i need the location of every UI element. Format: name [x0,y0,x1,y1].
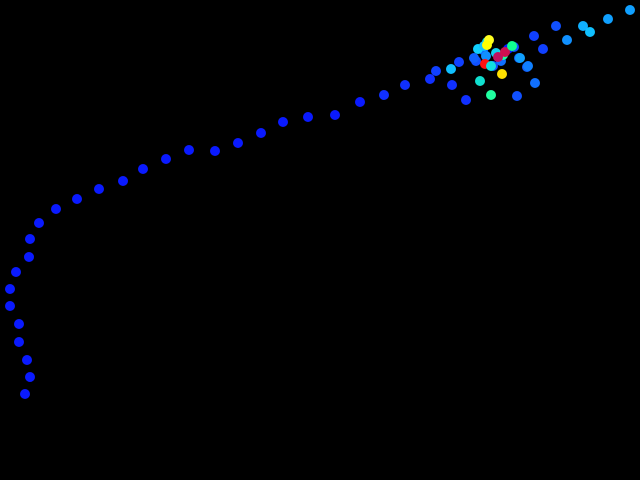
trail-dot [603,14,613,24]
trail-dot [500,47,510,57]
trail-dot [303,112,313,122]
trail-dot [493,52,503,62]
trail-dot [481,51,491,61]
trail-dot [210,146,220,156]
trail-dot [446,64,456,74]
trail-dot [530,78,540,88]
trail-dot [51,204,61,214]
trail-dot [25,372,35,382]
trail-dot [529,31,539,41]
trail-dot [161,154,171,164]
trail-dot [461,95,471,105]
trail-dot [515,53,525,63]
trail-dot [11,267,21,277]
trail-dot [72,194,82,204]
trail-dot [22,355,32,365]
trail-dot [278,117,288,127]
trail-dot [94,184,104,194]
trail-dot [486,90,496,100]
trail-dot [379,90,389,100]
trail-dot [14,337,24,347]
trail-dot [34,218,44,228]
trail-dot [400,80,410,90]
trail-dot [497,69,507,79]
trail-dot [625,5,635,15]
trail-dot [431,66,441,76]
trail-dot [256,128,266,138]
trail-dot [118,176,128,186]
trail-dot [486,61,496,71]
trail-dot [562,35,572,45]
trail-dot [507,41,517,51]
trail-dot [425,74,435,84]
trail-dot [5,284,15,294]
trail-dot [469,53,479,63]
trail-dot [475,76,485,86]
trail-dot [14,319,24,329]
trail-dot [184,145,194,155]
trail-dot [578,21,588,31]
trail-dot [538,44,548,54]
trail-dot [551,21,561,31]
trail-dot [20,389,30,399]
trail-dot [233,138,243,148]
trail-dot [447,80,457,90]
dot-trail [5,5,635,399]
trail-dot [25,234,35,244]
trail-dot [482,40,492,50]
trail-dot [24,252,34,262]
trail-dot [585,27,595,37]
trail-dot [5,301,15,311]
trail-dot [523,61,533,71]
trail-dot [454,57,464,67]
trail-dot [330,110,340,120]
trail-dot [512,91,522,101]
trail-dot [355,97,365,107]
trail-dot [138,164,148,174]
